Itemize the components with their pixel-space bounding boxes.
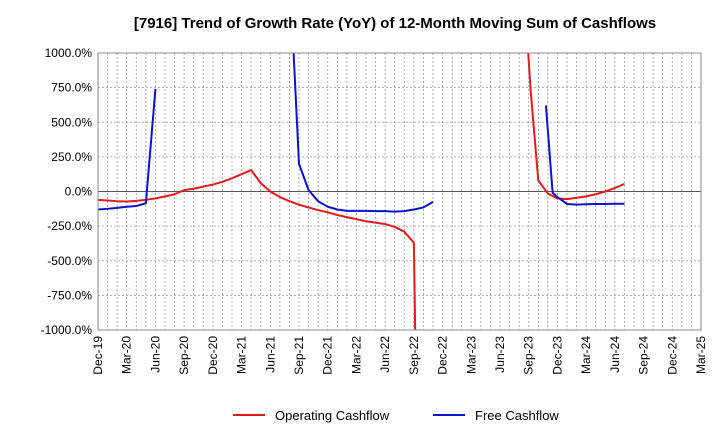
y-tick-label: 250.0% bbox=[51, 150, 92, 164]
x-tick-label: Dec-23 bbox=[550, 336, 564, 375]
y-tick-label: -250.0% bbox=[47, 219, 92, 233]
x-tick-label: Dec-20 bbox=[206, 336, 220, 375]
x-tick-label: Jun-23 bbox=[493, 336, 507, 373]
series-line-operating-cashflow bbox=[527, 53, 625, 201]
x-tick-label: Jun-24 bbox=[608, 336, 622, 373]
x-tick-label: Sep-22 bbox=[407, 336, 421, 375]
x-tick-label: Mar-24 bbox=[579, 336, 593, 374]
x-tick-label: Jun-22 bbox=[378, 336, 392, 373]
series-lines bbox=[98, 53, 625, 330]
y-tick-label: -500.0% bbox=[47, 254, 92, 268]
x-tick-label: Sep-21 bbox=[292, 336, 306, 375]
x-tick-label: Mar-20 bbox=[120, 336, 134, 374]
series-line-operating-cashflow bbox=[98, 169, 417, 330]
legend-label: Free Cashflow bbox=[475, 408, 559, 423]
x-tick-label: Sep-20 bbox=[177, 336, 191, 375]
x-tick-label: Sep-23 bbox=[522, 336, 536, 375]
series-line-free-cashflow bbox=[292, 53, 434, 213]
x-tick-label: Mar-22 bbox=[349, 336, 363, 374]
x-tick-label: Mar-23 bbox=[464, 336, 478, 374]
chart-title: [7916] Trend of Growth Rate (YoY) of 12-… bbox=[134, 15, 656, 32]
y-tick-label: 500.0% bbox=[51, 115, 92, 129]
plot-frame bbox=[97, 52, 702, 331]
y-tick-label: 0.0% bbox=[65, 185, 93, 199]
y-tick-label: 1000.0% bbox=[45, 46, 93, 60]
y-tick-label: -1000.0% bbox=[41, 323, 93, 337]
x-tick-label: Dec-24 bbox=[665, 336, 679, 375]
y-axis-ticks: 1000.0% 750.0% 500.0% 250.0% 0.0% -250.0% -500… bbox=[41, 46, 93, 337]
x-tick-label: Jun-20 bbox=[148, 336, 162, 373]
x-tick-label: Jun-21 bbox=[263, 336, 277, 373]
x-tick-label: Dec-21 bbox=[321, 336, 335, 375]
legend: Operating Cashflow Free Cashflow bbox=[233, 408, 559, 423]
x-tick-label: Dec-19 bbox=[91, 336, 105, 375]
series-line-free-cashflow bbox=[544, 105, 625, 206]
y-tick-label: -750.0% bbox=[47, 288, 92, 302]
x-tick-label: Dec-22 bbox=[436, 336, 450, 375]
y-tick-label: 750.0% bbox=[51, 81, 92, 95]
x-tick-label: Sep-24 bbox=[637, 336, 651, 375]
legend-label: Operating Cashflow bbox=[275, 408, 390, 423]
x-axis-ticks: Dec-19 Mar-20 Jun-20 Sep-20 Dec-20 Mar-21 Jun-… bbox=[91, 336, 708, 375]
grid bbox=[98, 53, 701, 330]
x-tick-label: Mar-21 bbox=[235, 336, 249, 374]
series-line-free-cashflow bbox=[98, 88, 157, 211]
x-tick-label: Mar-25 bbox=[694, 336, 708, 374]
